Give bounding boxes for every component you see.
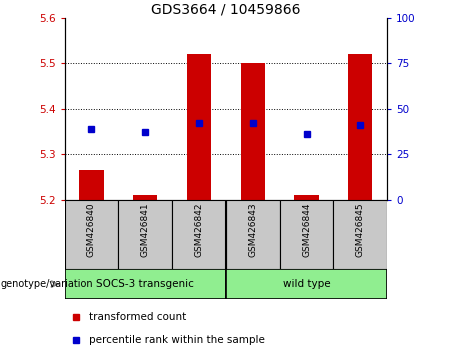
Bar xyxy=(65,269,226,299)
Bar xyxy=(79,170,104,200)
Text: GSM426845: GSM426845 xyxy=(356,202,365,257)
Bar xyxy=(241,63,265,200)
Bar xyxy=(226,269,387,299)
Bar xyxy=(333,200,387,269)
Bar xyxy=(280,200,333,269)
Text: GSM426843: GSM426843 xyxy=(248,202,257,257)
Bar xyxy=(133,195,157,200)
Text: GSM426844: GSM426844 xyxy=(302,202,311,257)
Text: percentile rank within the sample: percentile rank within the sample xyxy=(89,335,265,346)
Bar xyxy=(348,54,372,200)
Title: GDS3664 / 10459866: GDS3664 / 10459866 xyxy=(151,2,301,17)
Bar xyxy=(226,200,280,269)
Bar xyxy=(295,195,319,200)
Bar xyxy=(187,54,211,200)
Text: SOCS-3 transgenic: SOCS-3 transgenic xyxy=(96,279,194,289)
Text: GSM426842: GSM426842 xyxy=(195,202,203,257)
Text: genotype/variation: genotype/variation xyxy=(1,279,94,289)
Text: GSM426840: GSM426840 xyxy=(87,202,96,257)
Text: wild type: wild type xyxy=(283,279,331,289)
Bar xyxy=(65,200,118,269)
Bar xyxy=(172,200,226,269)
Text: transformed count: transformed count xyxy=(89,312,186,322)
Bar xyxy=(118,200,172,269)
Text: GSM426841: GSM426841 xyxy=(141,202,150,257)
